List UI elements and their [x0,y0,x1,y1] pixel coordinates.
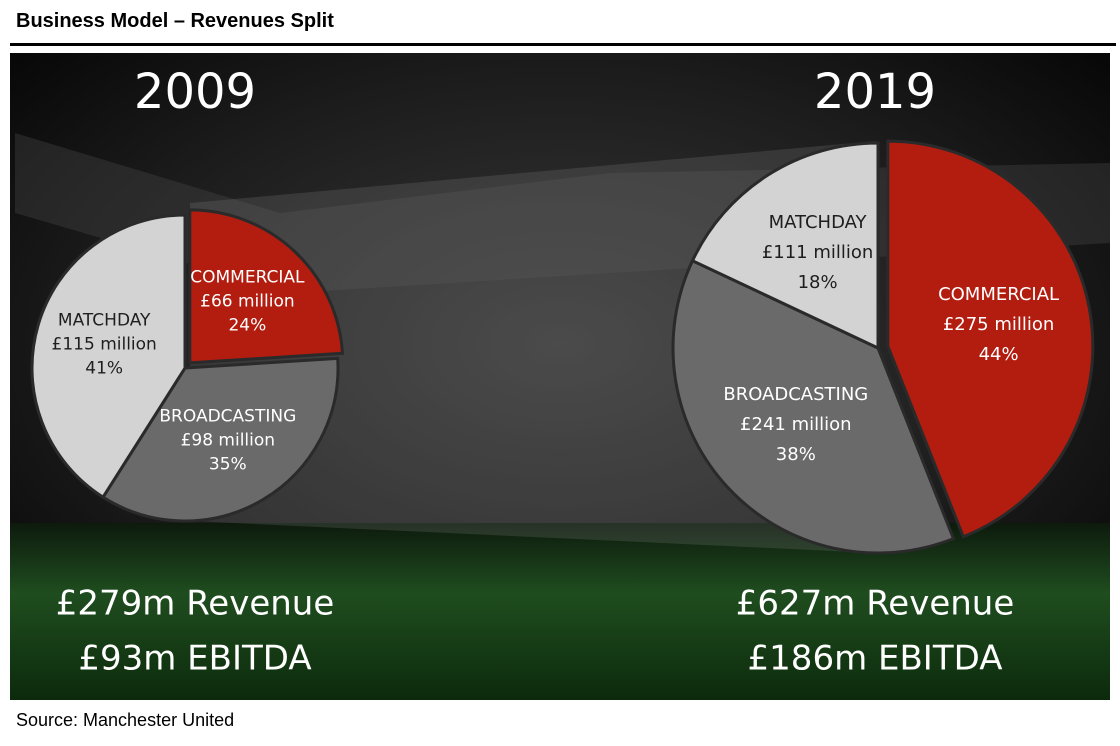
slice-category: COMMERCIAL [190,268,305,288]
slice-value-label: 24% [228,316,266,336]
source-note: Source: Manchester United [16,710,235,730]
summary-figure: £186m EBITDA [748,639,1003,679]
pitch [10,523,1110,700]
slice-value-label: 41% [85,359,123,379]
pie-slice [100,356,340,523]
slice-category: MATCHDAY [769,212,868,233]
slice-value-label: 38% [776,444,816,465]
slice-amount: £66 million [200,292,294,312]
summary-figure: £93m EBITDA [78,639,311,679]
summary-figure: £627m Revenue [736,584,1015,624]
slice-amount: £241 million [740,414,852,435]
slice-value-label: 44% [979,344,1019,365]
chart: 2009 COMMERCIAL £66 million 24% BROADCASTING… [10,53,1110,700]
slice-category: MATCHDAY [58,311,151,331]
pie-slice [188,208,345,365]
slice-category: BROADCASTING [159,406,296,426]
pie-slice [690,141,880,351]
slice-category: COMMERCIAL [938,284,1059,305]
slice-value-label: 35% [209,454,247,474]
page-title: Business Model – Revenues Split [16,10,334,32]
pie-slice [886,139,1095,539]
slice-amount: £98 million [181,430,275,450]
slice-category: BROADCASTING [723,384,868,405]
slice-amount: £275 million [943,314,1055,335]
summary-figure: £279m Revenue [56,584,335,624]
slice-value-label: 18% [798,272,838,293]
pie-title: 2009 [134,64,256,120]
pie-slice [671,258,956,555]
title-rule [10,43,1116,46]
pie-slice [30,213,187,500]
pie-title: 2019 [814,64,936,120]
slice-amount: £115 million [52,335,157,355]
slice-amount: £111 million [762,242,874,263]
